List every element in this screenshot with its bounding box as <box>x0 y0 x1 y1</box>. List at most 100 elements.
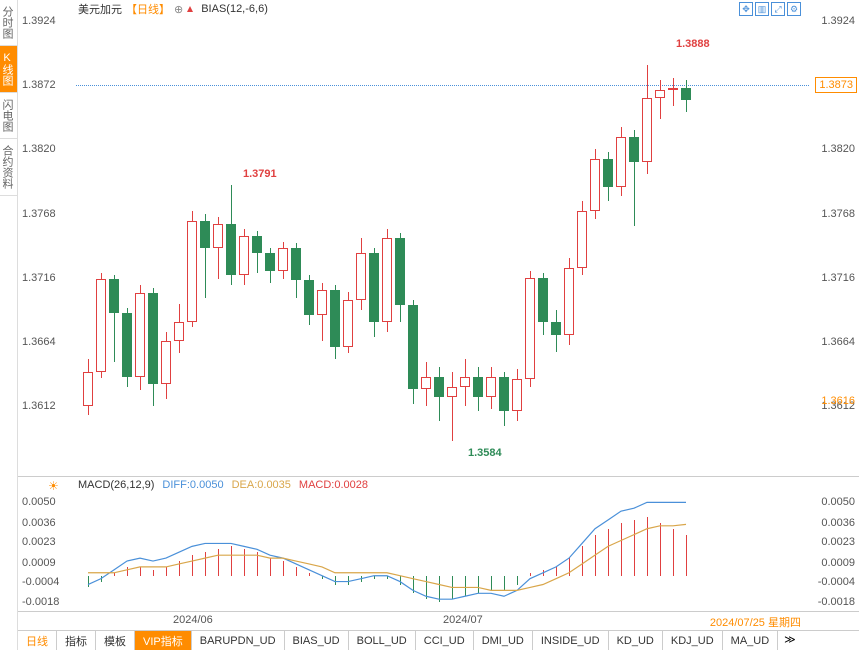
macd-y-tick-left: 0.0009 <box>22 557 56 569</box>
move-icon[interactable]: ✥ <box>739 2 753 16</box>
price-annotation: 1.3584 <box>468 447 502 459</box>
more-tabs-button[interactable]: ≫ <box>778 631 802 650</box>
macd-bar <box>114 573 115 576</box>
current-price-line <box>76 85 809 86</box>
left-tab[interactable]: 分时图 <box>0 0 17 46</box>
bottom-tab[interactable]: MA_UD <box>723 631 779 650</box>
sun-icon: ☀ <box>48 479 59 493</box>
candle-body <box>486 377 496 397</box>
left-tab[interactable]: K线图 <box>0 46 17 93</box>
current-price-box: 1.3873 <box>815 77 857 93</box>
bottom-tab[interactable]: 日线 <box>18 631 57 650</box>
y-tick-left: 1.3612 <box>22 400 56 412</box>
candle-body <box>369 253 379 322</box>
macd-bar <box>309 573 310 576</box>
x-axis: 2024/062024/072024/07/25 星期四 <box>18 612 859 630</box>
macd-bar <box>504 576 505 591</box>
candle-body <box>512 379 522 411</box>
macd-y-tick-right: 0.0036 <box>821 517 855 529</box>
macd-bar <box>140 567 141 576</box>
candle-body <box>603 159 613 186</box>
macd-bar <box>686 535 687 576</box>
pair-title: 美元加元 <box>78 1 122 17</box>
macd-bar <box>270 558 271 576</box>
bottom-tab[interactable]: KDJ_UD <box>663 631 723 650</box>
y-tick-right: 1.3768 <box>821 208 855 220</box>
price-annotation: 1.3791 <box>243 168 277 180</box>
bottom-tab[interactable]: INSIDE_UD <box>533 631 609 650</box>
macd-bar <box>543 570 544 576</box>
left-tab[interactable]: 闪电图 <box>0 93 17 139</box>
macd-bar <box>647 517 648 576</box>
candle-body <box>642 98 652 162</box>
bottom-tab[interactable]: DMI_UD <box>474 631 533 650</box>
y-tick-right: 1.3716 <box>821 272 855 284</box>
y-tick-left: 1.3924 <box>22 15 56 27</box>
candle-body <box>577 211 587 268</box>
candle-body <box>382 238 392 322</box>
bottom-tab[interactable]: KD_UD <box>609 631 663 650</box>
bottom-tab[interactable]: VIP指标 <box>135 631 192 650</box>
macd-bar <box>517 576 518 585</box>
macd-y-tick-right: -0.0004 <box>818 576 855 588</box>
bottom-tab[interactable]: BOLL_UD <box>349 631 416 650</box>
candle-body <box>421 377 431 389</box>
macd-bar <box>478 576 479 594</box>
y-tick-left: 1.3664 <box>22 336 56 348</box>
candle-body <box>473 377 483 397</box>
macd-header: MACD(26,12,9) DIFF:0.0050 DEA:0.0035 MAC… <box>78 479 368 491</box>
bottom-tab[interactable]: CCI_UD <box>416 631 474 650</box>
low-price-label: 1.3616 <box>821 395 855 407</box>
macd-y-tick-right: 0.0023 <box>821 536 855 548</box>
candle-wick <box>660 80 661 118</box>
macd-bar <box>569 558 570 576</box>
macd-title: MACD(26,12,9) <box>78 479 154 491</box>
bias-label: BIAS(12,-6,6) <box>201 3 268 15</box>
candle-body <box>681 88 691 100</box>
macd-bar <box>465 576 466 597</box>
candle-body <box>252 236 262 253</box>
candle-body <box>317 290 327 315</box>
macd-bar <box>530 573 531 576</box>
candle-body <box>551 322 561 334</box>
macd-bar <box>673 529 674 576</box>
settings-icon[interactable]: ⚙ <box>787 2 801 16</box>
candle-body <box>434 377 444 397</box>
candle-body <box>330 290 340 347</box>
diff-value: DIFF:0.0050 <box>162 479 223 491</box>
bottom-tab[interactable]: BARUPDN_UD <box>192 631 285 650</box>
candle-wick <box>452 372 453 441</box>
macd-bar <box>231 546 232 575</box>
candle-body <box>629 137 639 162</box>
left-tab[interactable]: 合约资料 <box>0 139 17 196</box>
bottom-tab[interactable]: 模板 <box>96 631 135 650</box>
macd-bar <box>491 576 492 591</box>
macd-bar <box>634 520 635 576</box>
macd-bar <box>621 523 622 576</box>
zoom-icon[interactable]: ⤢ <box>771 2 785 16</box>
candle-body <box>109 279 119 312</box>
panel-icon[interactable]: ▥ <box>755 2 769 16</box>
candle-body <box>590 159 600 211</box>
macd-bar <box>582 546 583 575</box>
bottom-tab[interactable]: 指标 <box>57 631 96 650</box>
macd-y-tick-left: 0.0023 <box>22 536 56 548</box>
candle-body <box>226 224 236 276</box>
chart-header: 美元加元 【日线】 ⊕ BIAS(12,-6,6) ✥ ▥ ⤢ ⚙ <box>18 0 859 16</box>
up-arrow-icon <box>187 6 193 12</box>
candle-body <box>265 253 275 270</box>
macd-bar <box>400 576 401 585</box>
macd-bar <box>660 523 661 576</box>
candle-body <box>174 322 184 341</box>
candle-body <box>213 224 223 249</box>
y-tick-left: 1.3716 <box>22 272 56 284</box>
macd-chart[interactable]: ☀ MACD(26,12,9) DIFF:0.0050 DEA:0.0035 M… <box>18 477 859 612</box>
candle-body <box>96 279 106 372</box>
price-chart[interactable]: 1.39241.39241.38721.38721.38201.38201.37… <box>18 16 859 477</box>
macd-bar <box>192 555 193 576</box>
candle-body <box>83 372 93 407</box>
candle-body <box>655 90 665 97</box>
bottom-tab[interactable]: BIAS_UD <box>285 631 349 650</box>
macd-bar <box>179 561 180 576</box>
x-tick-label: 2024/07 <box>443 614 483 626</box>
